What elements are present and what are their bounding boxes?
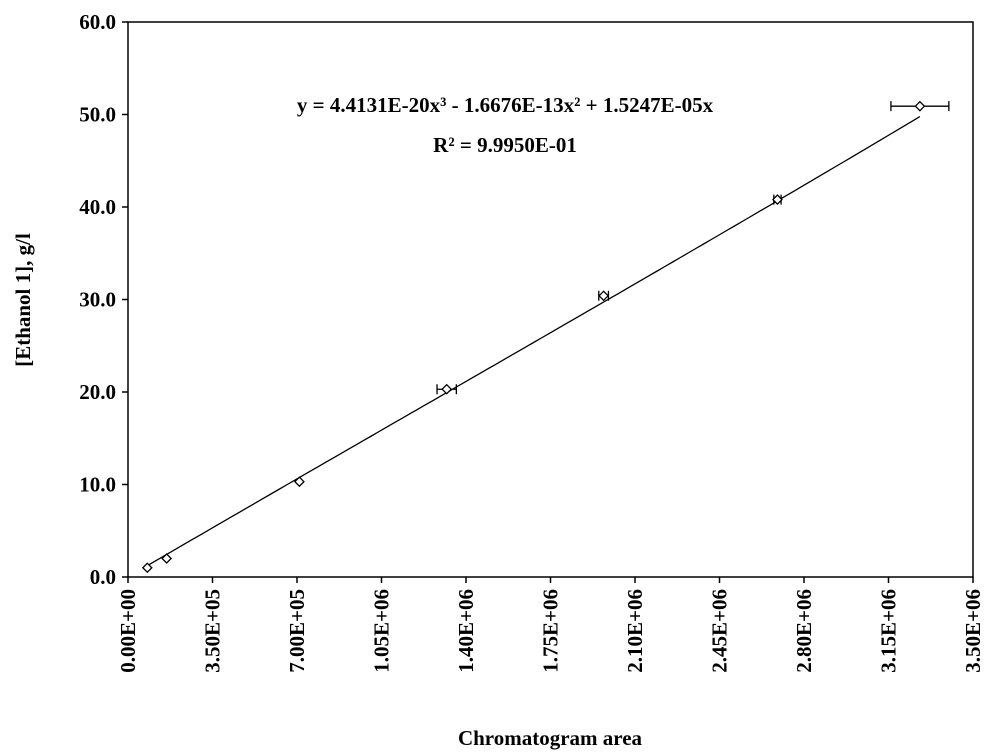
point bbox=[598, 290, 610, 302]
x-tick-label: 7.00E+05 bbox=[285, 589, 309, 673]
y-tick-label: 50.0 bbox=[79, 103, 116, 127]
y-axis-title: [Ethanol 1], g/l bbox=[11, 233, 35, 367]
x-tick-label: 2.80E+06 bbox=[792, 589, 816, 673]
y-tick-label: 40.0 bbox=[79, 195, 116, 219]
x-tick-label: 1.75E+06 bbox=[539, 589, 563, 673]
x-tick-label: 3.15E+06 bbox=[877, 589, 901, 673]
point bbox=[441, 383, 453, 395]
r-squared: R² = 9.9950E-01 bbox=[433, 133, 577, 157]
point bbox=[772, 194, 783, 206]
y-tick-label: 10.0 bbox=[79, 473, 116, 497]
y-tick-label: 0.0 bbox=[90, 565, 116, 589]
y-tick-label: 60.0 bbox=[79, 10, 116, 34]
point bbox=[161, 553, 173, 564]
y-tick-label: 20.0 bbox=[79, 380, 116, 404]
equation: y = 4.4131E-20x³ - 1.6676E-13x² + 1.5247… bbox=[297, 93, 714, 117]
x-tick-label: 1.40E+06 bbox=[454, 589, 478, 673]
x-tick-label: 0.00E+00 bbox=[116, 589, 140, 673]
trendline bbox=[146, 116, 921, 567]
y-tick-label: 30.0 bbox=[79, 288, 116, 312]
x-tick-label: 3.50E+05 bbox=[201, 589, 225, 673]
point bbox=[141, 562, 153, 574]
point bbox=[914, 100, 926, 112]
x-tick-label: 2.10E+06 bbox=[623, 589, 647, 673]
x-tick-label: 3.50E+06 bbox=[961, 589, 985, 673]
point bbox=[293, 476, 305, 488]
x-axis-title: Chromatogram area bbox=[458, 726, 643, 750]
x-tick-label: 1.05E+06 bbox=[370, 589, 394, 673]
x-tick-label: 2.45E+06 bbox=[708, 589, 732, 673]
